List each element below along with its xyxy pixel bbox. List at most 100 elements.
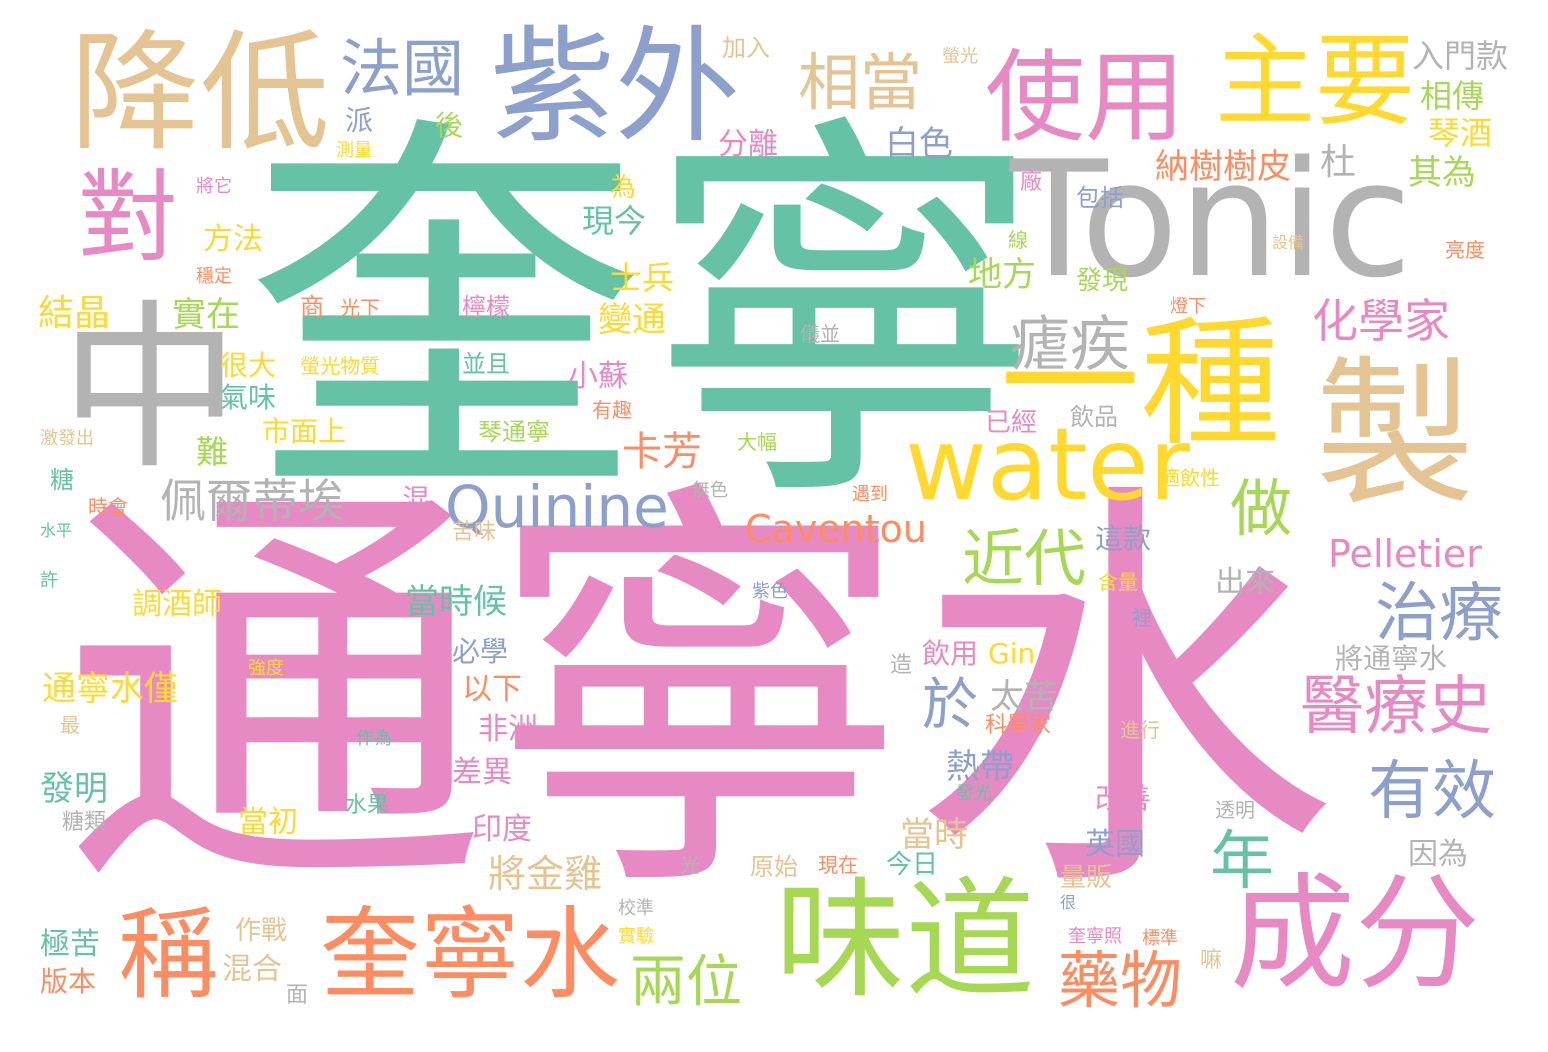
word-tonic-water-cn: 通寧水 (62, 450, 1337, 944)
word-jiaru: 加入 (722, 34, 770, 62)
word-pai: 派 (345, 104, 374, 137)
word-fangfa: 方法 (203, 222, 263, 257)
word-shiyong: 使用 (985, 39, 1185, 156)
word-jindai: 近代 (962, 522, 1087, 595)
word-yinpin: 飲品 (1070, 403, 1118, 431)
word-guangxia: 光下 (340, 296, 380, 320)
word-bixue: 必學 (452, 635, 509, 668)
word-shiyan: 實驗 (618, 926, 654, 947)
word-jiangtongningshui: 將通寧水 (1335, 642, 1448, 675)
word-quinine-cn: 奎寧 (245, 85, 1045, 550)
word-youxiao: 有效 (1368, 755, 1496, 829)
word-quinine: Quinine (445, 473, 669, 541)
word-zhiliao: 治療 (1375, 577, 1503, 651)
word-dui: 對 (78, 159, 178, 276)
word-faming: 發明 (40, 769, 108, 809)
word-ningmeng: 檸檬 (462, 293, 510, 321)
word-xiangdang: 相當 (798, 46, 923, 119)
word-yijing: 已經 (985, 408, 1038, 438)
word-liangwei: 兩位 (630, 950, 742, 1015)
word-yiliaoshi: 醫療史 (1300, 670, 1492, 744)
word-hun: 混 (402, 483, 431, 516)
word-shuiping: 水平 (40, 521, 73, 540)
word-shiyinxing: 適飲性 (1160, 466, 1220, 490)
word-nueji: 瘧疾 (1010, 310, 1130, 380)
word-qiangdu: 強度 (248, 658, 284, 679)
word-jiku: 極苦 (40, 927, 100, 962)
word-zao: 造 (890, 653, 913, 678)
word-feizhou: 非洲 (478, 712, 538, 747)
word-zhong: 中 (60, 285, 241, 494)
word-gin: Gin (988, 637, 1036, 670)
word-biantong: 變通 (598, 300, 666, 340)
word-difang: 地方 (968, 255, 1036, 295)
word-shuiguo: 水果 (345, 793, 390, 818)
word-redai: 熱帶 (946, 747, 1014, 787)
word-weidao: 味道 (775, 864, 1036, 1016)
word-chayi: 差異 (452, 755, 512, 790)
word-tang: 糖 (50, 466, 74, 494)
word-nian: 年 (1210, 825, 1274, 899)
word-kexuejia: 科學家 (985, 713, 1052, 738)
word-dangshihou: 當時候 (405, 582, 507, 622)
word-ziwai: 紫外 (490, 15, 740, 160)
word-liangfan: 量販 (1060, 863, 1113, 893)
word-taiku: 太苦 (990, 677, 1058, 717)
word-caventou: Caventou (745, 507, 928, 551)
word-xu: 許 (40, 570, 58, 591)
word-peiertiai: 佩爾蒂埃 (160, 474, 344, 528)
word-celiang: 測量 (336, 140, 372, 161)
word-faguo: 法國 (340, 32, 465, 105)
word-cheng: 稱 (118, 896, 218, 1013)
word-yibing: 儀並 (800, 322, 840, 346)
word-chulai: 出來 (1215, 565, 1275, 600)
word-tanglei: 糖類 (62, 810, 107, 835)
word-jiangta: 將它 (196, 176, 232, 197)
word-nan: 難 (196, 433, 229, 471)
word-liangdu: 亮度 (1445, 238, 1485, 262)
word-faguang: 發光 (956, 783, 992, 804)
word-bingqie: 並且 (462, 350, 510, 378)
word-mian: 面 (286, 983, 309, 1008)
word-yinyong: 飲用 (922, 637, 979, 670)
word-faxian: 發現 (1076, 266, 1129, 296)
word-shebei: 設備 (1272, 233, 1305, 252)
word-ma: 嘛 (1200, 948, 1223, 973)
word-banben: 版本 (40, 965, 97, 998)
word-yingguangwuzhi: 螢光物質 (300, 354, 380, 378)
word-biaozhun: 標準 (1142, 928, 1178, 949)
word-yuanshi: 原始 (750, 853, 798, 881)
word-yindu: 印度 (472, 812, 532, 847)
word-hou: 後 (435, 109, 464, 142)
word-water: water (905, 406, 1190, 523)
word-kuiningshui: 奎寧水 (320, 896, 620, 1013)
word-kafang: 卡芳 (622, 429, 702, 475)
word-chengfen: 成分 (1230, 862, 1480, 1007)
word-baise: 白色 (885, 124, 953, 164)
word-qintongning: 琴通寧 (478, 418, 550, 446)
word-xianzai: 現在 (818, 853, 858, 877)
word-hen: 很 (1060, 893, 1077, 912)
word-zhuyao: 主要 (1215, 23, 1415, 140)
word-shibing: 士兵 (610, 259, 675, 297)
word-yingguo: 英國 (1085, 827, 1145, 862)
word-qiwei: 其為 (1408, 153, 1476, 193)
word-jifachu: 激發出 (40, 428, 94, 449)
word-yaowu: 藥物 (1058, 944, 1183, 1017)
word-henda: 很大 (220, 349, 277, 382)
word-li: 裡 (1132, 606, 1152, 630)
word-zuo: 做 (1230, 472, 1293, 545)
word-qinjiu: 琴酒 (1428, 114, 1493, 152)
word-fenli: 分離 (718, 127, 778, 162)
word-gaishan: 改善 (1095, 782, 1152, 815)
word-hunhe: 混合 (222, 952, 282, 987)
word-guang: 光 (680, 853, 700, 877)
word-youqu: 有趣 (592, 398, 632, 422)
word-dangchu: 當初 (238, 805, 298, 840)
word-zhi: 製 (1315, 341, 1476, 528)
word-zuozhan: 作戰 (235, 916, 288, 946)
word-xiangchuan: 相傳 (1420, 77, 1485, 115)
word-touming: 透明 (1215, 798, 1255, 822)
word-xian: 線 (1008, 228, 1028, 252)
word-rumenkuan: 入門款 (1412, 37, 1509, 75)
